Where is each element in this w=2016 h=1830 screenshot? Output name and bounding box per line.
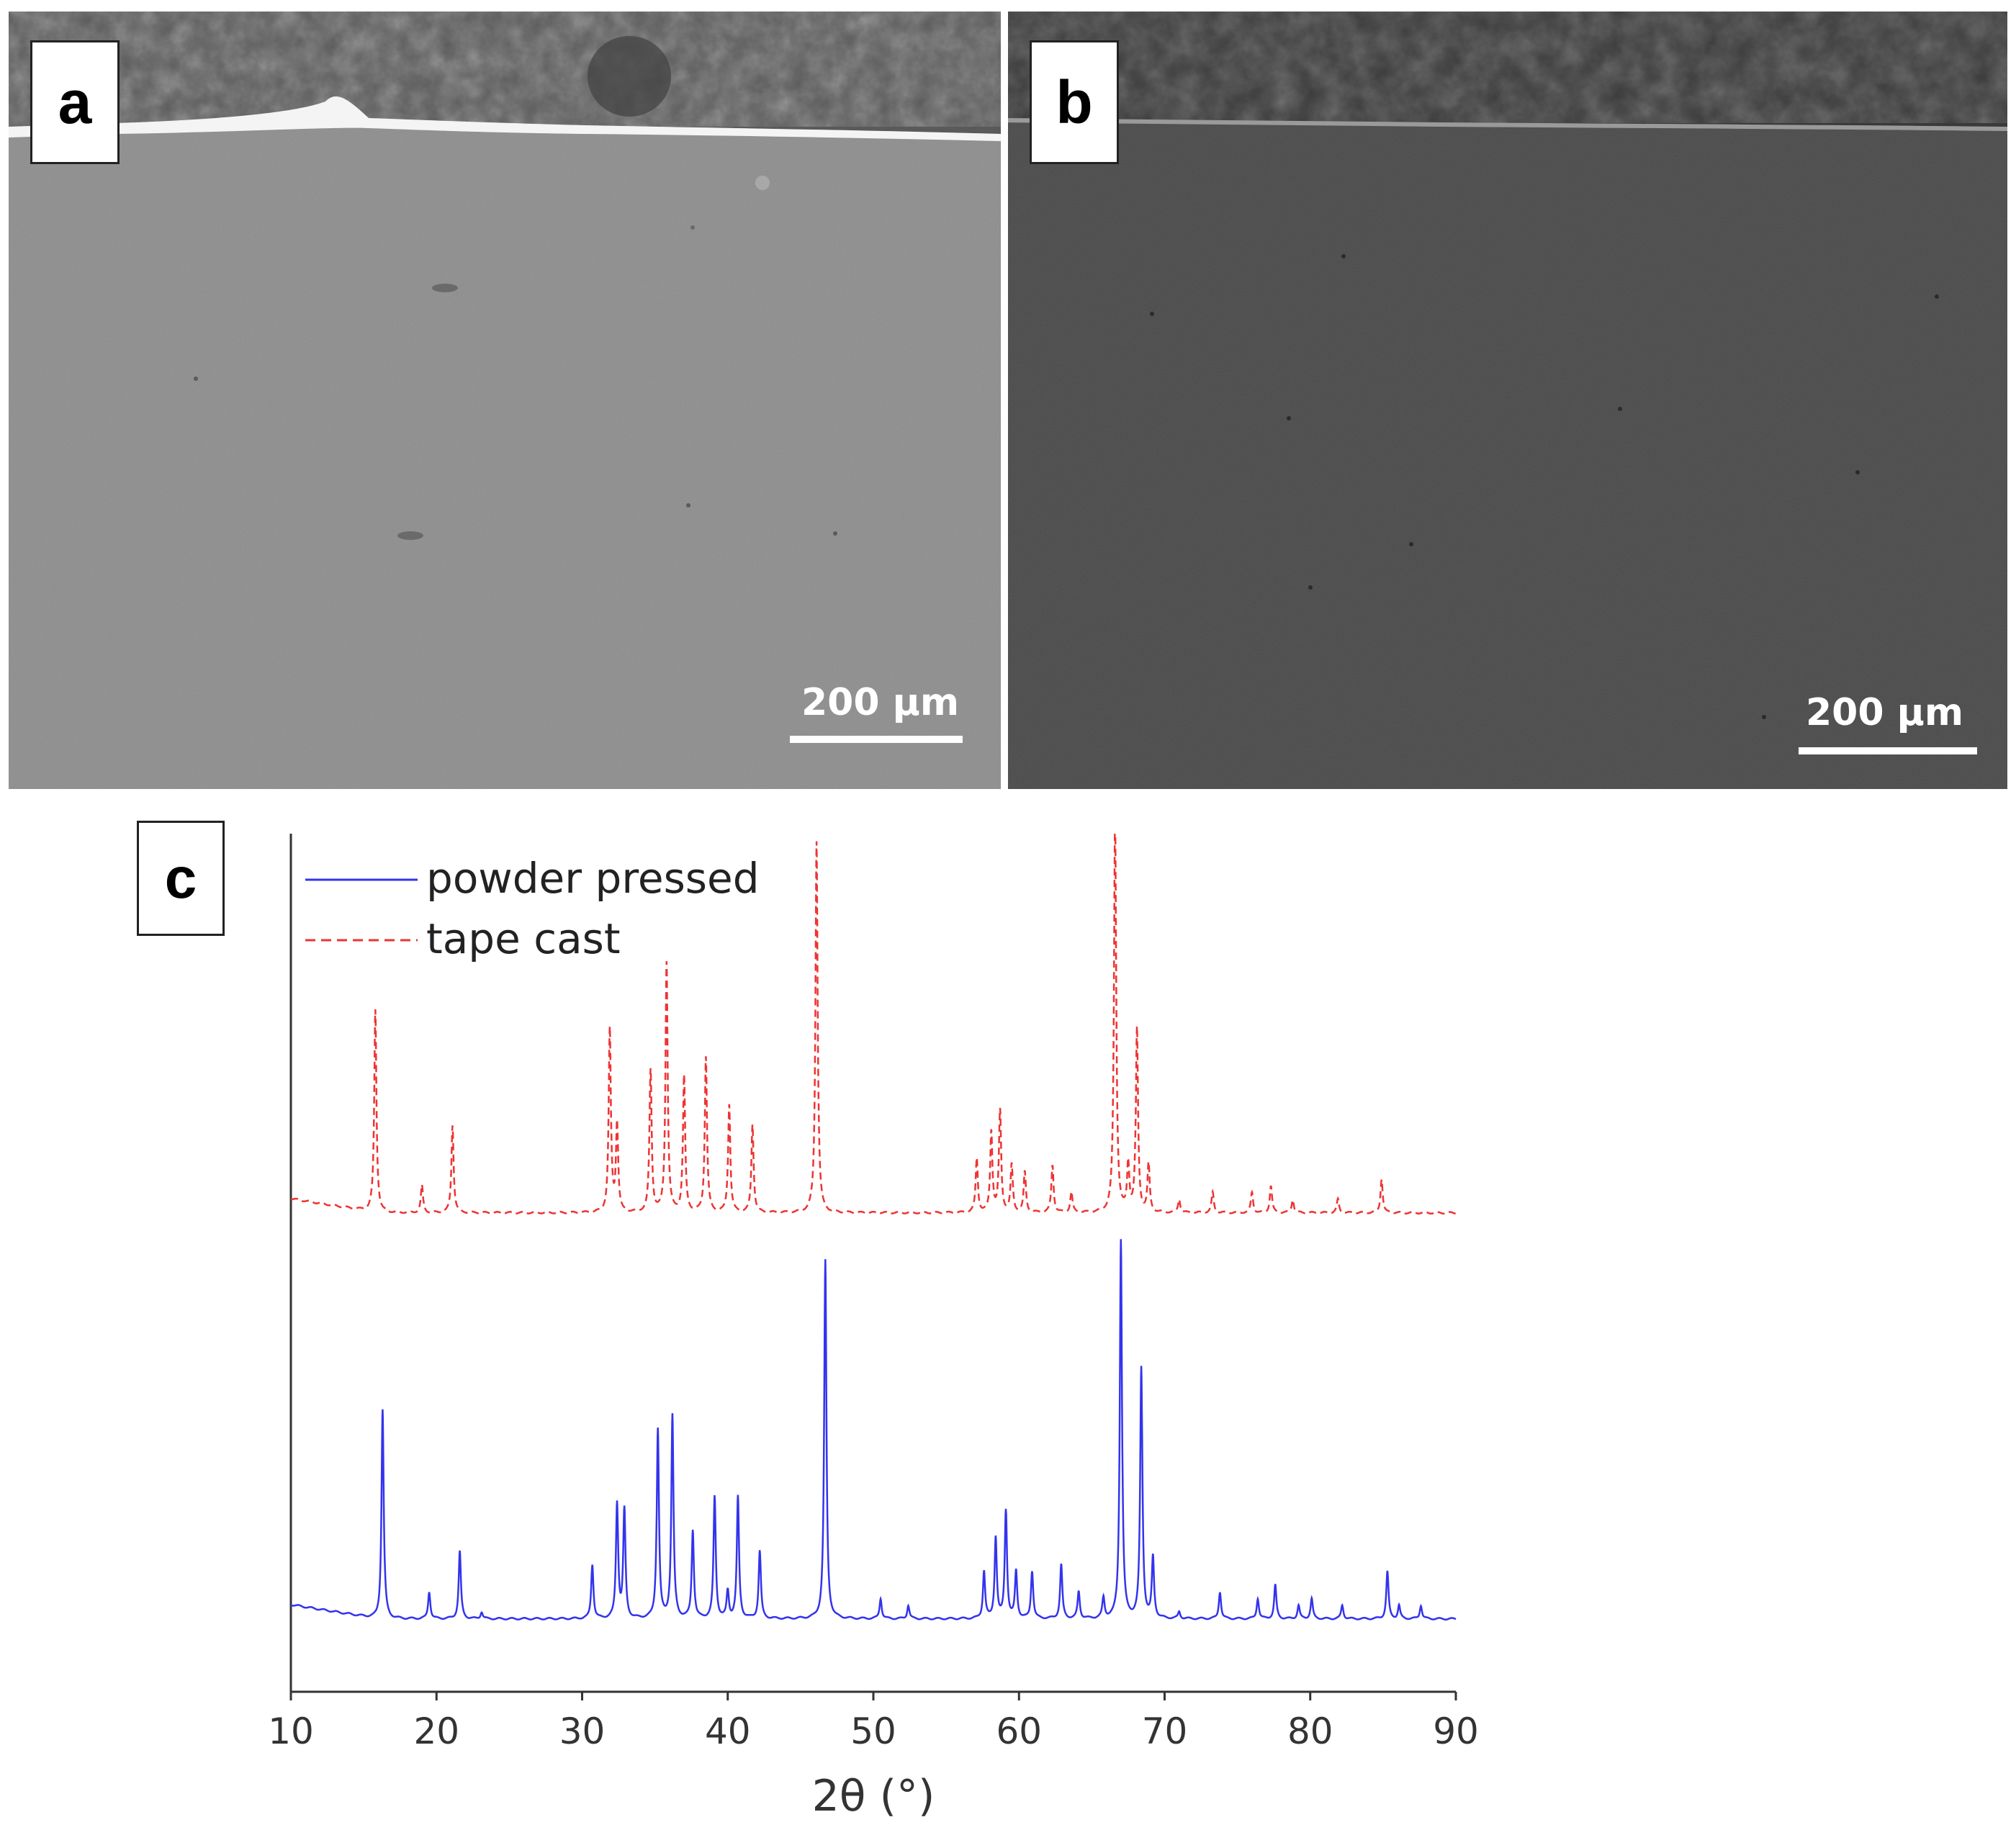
xrd-chart: 10 20 30 40 50 60 70 80 90 2θ (°) powder pressed…	[268, 832, 1479, 1821]
scale-bar-label-b: 200 µm	[1806, 691, 1964, 734]
xrd-chart-panel: c 10 20 30 40 50 60 70 80 90 2θ (°) powder press…	[0, 799, 2016, 1830]
x-tick-label-40: 40	[705, 1710, 751, 1752]
sem-image-b: b 200 µm	[1008, 12, 2007, 789]
panel-label-b: b	[1030, 40, 1119, 164]
scale-bar-a	[790, 736, 963, 743]
x-tick-label-60: 60	[996, 1710, 1042, 1752]
x-ticks: 10 20 30 40 50 60 70 80 90	[268, 1692, 1479, 1752]
series-layer	[290, 832, 1457, 1621]
legend-label-powder-pressed: powder pressed	[426, 854, 760, 903]
sem-image-a-graphic	[9, 12, 1001, 789]
scale-bar-b	[1799, 747, 1977, 754]
x-tick-label-90: 90	[1433, 1710, 1479, 1752]
panel-label-c: c	[137, 821, 225, 936]
x-tick-label-50: 50	[850, 1710, 896, 1752]
x-tick-label-10: 10	[268, 1710, 314, 1752]
series-tape-cast-line	[291, 832, 1457, 1215]
sem-image-b-graphic	[1008, 12, 2007, 789]
sem-image-a: a 200 µm	[9, 12, 1001, 789]
x-axis-label: 2θ (°)	[812, 1771, 935, 1821]
x-tick-label-80: 80	[1287, 1710, 1333, 1752]
legend-label-tape-cast: tape cast	[426, 914, 621, 963]
legend: powder pressed tape cast	[305, 854, 760, 963]
x-tick-label-30: 30	[559, 1710, 606, 1752]
scale-bar-label-a: 200 µm	[801, 681, 960, 724]
panel-label-a: a	[30, 40, 120, 164]
series-powder-pressed-line	[290, 1239, 1457, 1621]
x-tick-label-70: 70	[1142, 1710, 1188, 1752]
x-tick-label-20: 20	[413, 1710, 459, 1752]
